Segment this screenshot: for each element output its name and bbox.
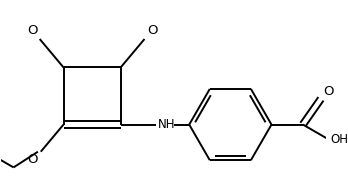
Text: O: O <box>323 85 334 98</box>
Text: OH: OH <box>330 133 348 146</box>
Text: NH: NH <box>158 118 176 131</box>
Text: O: O <box>27 153 38 166</box>
Text: O: O <box>27 24 37 37</box>
Text: O: O <box>147 24 157 37</box>
